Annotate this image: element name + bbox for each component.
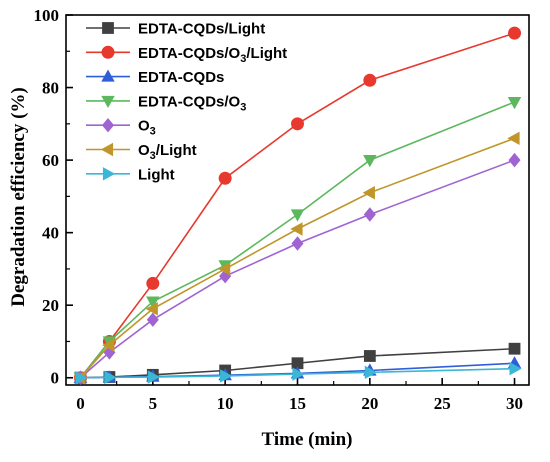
legend-label: EDTA-CQDs/Light (138, 21, 265, 38)
data-point (75, 371, 88, 385)
x-axis-label: Time (min) (262, 429, 353, 450)
data-point (290, 209, 305, 222)
data-point (363, 155, 377, 168)
data-point (290, 117, 304, 131)
data-point (508, 152, 521, 168)
legend-label: O3 (138, 118, 156, 138)
legend-entry: EDTA-CQDs/Light (86, 21, 265, 38)
data-point (218, 262, 231, 276)
data-point (508, 26, 522, 40)
legend-entry: EDTA-CQDs/O3/Light (86, 45, 287, 65)
legend-marker (100, 142, 114, 157)
legend-marker (101, 117, 115, 133)
data-point (507, 131, 520, 146)
legend-entry: Light (86, 166, 175, 183)
x-tick-label: 10 (217, 394, 234, 413)
y-tick-label: 60 (42, 151, 59, 170)
legend-marker (101, 95, 115, 109)
x-tick-label: 0 (76, 394, 85, 413)
data-point (147, 370, 160, 384)
y-tick-label: 0 (51, 369, 60, 388)
data-point (291, 236, 304, 251)
y-axis-label: Degradation efficiency (%) (8, 87, 29, 307)
data-point (363, 73, 377, 87)
y-tick-label: 40 (42, 224, 59, 243)
data-point (218, 171, 232, 185)
legend-label: EDTA-CQDs (138, 69, 224, 86)
x-tick-label: 5 (149, 394, 158, 413)
y-tick-label: 80 (42, 79, 59, 98)
legend-entry: O3 (86, 118, 156, 138)
data-point (509, 361, 522, 376)
series-4 (74, 152, 521, 385)
data-point (362, 186, 375, 200)
series-line (79, 159, 515, 379)
legend-entry: EDTA-CQDs (86, 69, 224, 86)
x-tick-label: 20 (361, 394, 378, 413)
legend: EDTA-CQDs/Light EDTA-CQDs/O3/Light EDTA-CQ… (86, 21, 287, 183)
data-point (145, 302, 158, 316)
legend-label: EDTA-CQDs/O3/Light (138, 45, 287, 65)
legend-label: Light (138, 166, 175, 183)
legend-marker (101, 69, 115, 82)
data-point (146, 312, 159, 327)
legend-label: O3/Light (138, 142, 197, 162)
axes: 0 5 10 15 20 25 30 0 20 40 60 80 100 (34, 6, 530, 413)
legend-entry: EDTA-CQDs/O3 (86, 93, 246, 113)
x-tick-label: 15 (289, 394, 306, 413)
legend-marker (102, 167, 116, 181)
legend-marker (101, 45, 115, 59)
data-point (363, 207, 376, 222)
series-5 (73, 131, 520, 385)
y-tick-label: 100 (34, 6, 60, 25)
data-point (292, 367, 305, 381)
data-point (363, 350, 376, 362)
data-point (508, 342, 521, 355)
data-point (146, 296, 160, 309)
data-point (102, 338, 115, 352)
data-point (364, 365, 377, 380)
data-point (507, 96, 522, 110)
data-point (290, 222, 303, 236)
data-point (220, 369, 233, 383)
legend-marker (102, 22, 114, 34)
data-point (146, 276, 160, 290)
plot-frame (65, 14, 530, 386)
data-point (104, 370, 117, 385)
series-6 (75, 361, 522, 385)
legend-entry: O3/Light (86, 142, 197, 162)
legend-label: EDTA-CQDs/O3 (138, 93, 246, 113)
y-tick-label: 20 (42, 296, 59, 315)
x-tick-label: 30 (506, 394, 523, 413)
x-tick-label: 25 (434, 394, 451, 413)
series-group (73, 26, 522, 385)
